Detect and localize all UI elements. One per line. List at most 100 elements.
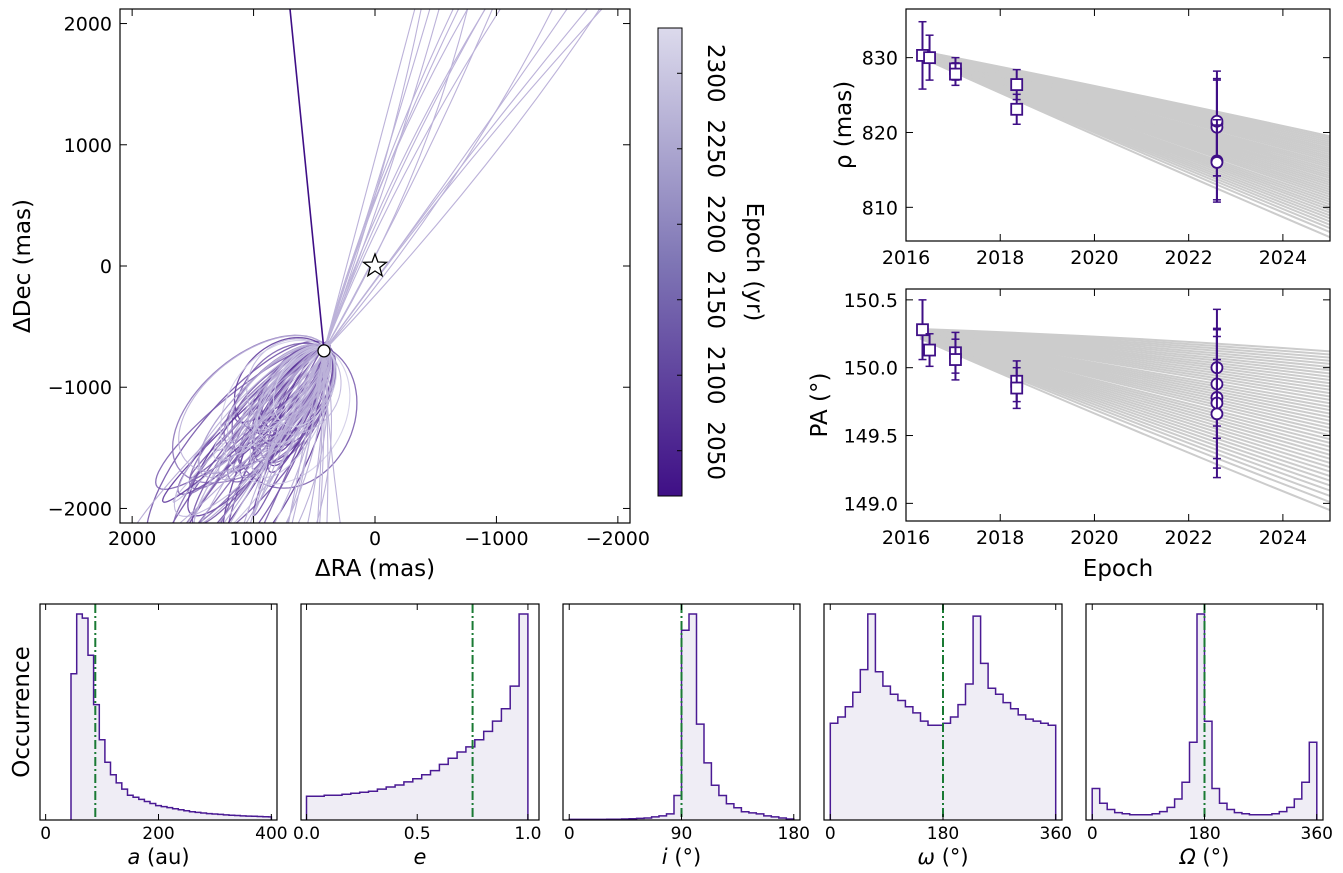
separation-square-marker [949, 67, 962, 81]
colorbar-tick-label: 2200 [702, 195, 728, 254]
orbit-track [287, 350, 325, 523]
histogram-fill [306, 614, 528, 820]
histogram-y-label: Occurrence [9, 646, 35, 778]
histogram-Omega: 0 180 360 Ω (°) [1085, 603, 1333, 869]
histogram-outline [305, 613, 529, 820]
histogram-x-tick-label: 180 [1188, 824, 1220, 844]
position-angle-x-tick-label: 2018 [976, 527, 1024, 549]
orbit-track [323, 9, 494, 352]
orbit-y-tick-label: 0 [100, 256, 112, 278]
histogram-x-tick-label: 360 [1301, 824, 1333, 844]
separation-square-marker [1010, 102, 1024, 116]
orbit-x-tick-label: 0 [369, 528, 381, 550]
position-angle-x-tick-label: 2024 [1259, 527, 1307, 549]
orbit-x-label: ΔRA (mas) [315, 556, 435, 582]
orbit-track [323, 9, 501, 352]
position-angle-model-line [919, 337, 1330, 512]
histogram-x-tick-label: 0 [825, 824, 836, 844]
histogram-x-tick-label: 90 [671, 824, 693, 844]
position-angle-axis-ticks: 2016 2018 2020 2022 2024 149.0 149.5 150.0 150.5 [844, 289, 1330, 549]
orbit-track [285, 350, 325, 523]
colorbar-tick-label: 2150 [702, 270, 728, 329]
position-angle-axes-frame [905, 288, 1331, 522]
histogram-x-label-unit: (°) [935, 845, 969, 869]
separation-x-tick-label: 2018 [976, 247, 1024, 269]
position-angle-square-marker [949, 353, 962, 366]
histogram-a: 0 200 400 a (au) [39, 603, 288, 869]
orbit-track [289, 9, 325, 351]
histogram-x-tick-label: 360 [1040, 824, 1072, 844]
position-angle-x-tick-label: 2020 [1070, 527, 1118, 549]
orbit-track [323, 9, 440, 352]
histogram-x-tick-label: 0.5 [404, 824, 431, 844]
position-angle-data [916, 299, 1330, 512]
orbit-track [323, 9, 486, 352]
colorbar-tick-label: 2050 [702, 421, 728, 480]
histogram-x-label-unit: (°) [668, 845, 702, 869]
position-angle-circle-marker [1210, 407, 1224, 421]
orbit-track [223, 350, 325, 523]
orbit-track [220, 340, 331, 523]
position-angle-x-tick-label: 2022 [1164, 527, 1212, 549]
position-angle-panel: 2016 2018 2020 2022 2024 149.0 149.5 150.0 150.5… [807, 288, 1331, 582]
separation-model-line [919, 49, 1330, 138]
orbit-axes-frame [119, 8, 631, 524]
histogram-fill [71, 614, 272, 820]
histogram-x-tick-label: 400 [255, 824, 287, 844]
histogram-x-label-symbol: ω [917, 845, 935, 869]
orbit-track [274, 350, 325, 523]
separation-y-tick-label: 830 [862, 48, 898, 70]
orbit-y-tick-label: 2000 [64, 14, 112, 36]
histogram-x-label: ω (°) [917, 845, 968, 869]
colorbar-ticks: 2050 2100 2150 2200 2250 2300 [677, 44, 728, 480]
histogram-x-label: Ω (°) [1179, 845, 1230, 869]
colorbar-gradient [657, 27, 683, 497]
histogram-x-label: e [414, 845, 427, 869]
separation-x-tick-label: 2016 [882, 247, 930, 269]
separation-y-label: ρ (mas) [831, 81, 857, 169]
histogram-i: 0 90 180 i (°) [562, 603, 810, 869]
colorbar-label: Epoch (yr) [741, 203, 767, 322]
histogram-e: 0.0 0.5 1.0 e [293, 603, 541, 869]
orbit-y-label: ΔDec (mas) [10, 199, 36, 333]
orbit-track [323, 9, 603, 352]
orbit-track [323, 9, 601, 352]
histogram-x-label-symbol: e [414, 845, 427, 869]
orbit-track [323, 9, 454, 352]
orbit-track [243, 350, 325, 523]
orbit-tracks [136, 9, 603, 523]
histogram-x-tick-label: 200 [142, 824, 174, 844]
orbit-y-tick-label: −1000 [48, 377, 112, 399]
orbit-axis-ticks: 2000 1000 0 −1000 −2000 −2000 −1000 0 1000 2000 [48, 9, 650, 550]
histogram-x-tick-label: 0.0 [293, 824, 320, 844]
colorbar-tick-label: 2300 [702, 44, 728, 103]
separation-x-tick-label: 2024 [1259, 247, 1307, 269]
colorbar-tick-label: 2100 [702, 346, 728, 405]
orbit-track [323, 350, 341, 523]
histogram-outline [70, 613, 273, 820]
separation-x-tick-label: 2022 [1164, 247, 1212, 269]
separation-y-tick-label: 810 [862, 197, 898, 219]
position-angle-x-label: Epoch [1083, 556, 1153, 582]
separation-axis-ticks: 2016 2018 2020 2022 2024 810 820 830 [862, 9, 1330, 269]
position-angle-y-tick-label: 150.5 [844, 290, 898, 312]
orbit-x-tick-label: 2000 [108, 528, 156, 550]
orbit-track [291, 350, 325, 523]
histogram-x-tick-label: 0 [40, 824, 51, 844]
histogram-outline [568, 613, 795, 821]
host-star-marker [361, 252, 389, 278]
orbit-track [297, 350, 328, 523]
orbit-track [323, 9, 431, 352]
histogram-x-label: i (°) [662, 845, 701, 869]
histogram-axes-frame [300, 603, 540, 821]
histogram-fill [830, 614, 1056, 820]
orbit-y-tick-label: −2000 [48, 498, 112, 520]
orbit-x-tick-label: −1000 [464, 528, 528, 550]
orbit-track [323, 9, 554, 352]
orbit-x-tick-label: −2000 [586, 528, 650, 550]
orbit-y-tick-label: 1000 [64, 135, 112, 157]
histogram-omega: 0 180 360 ω (°) [823, 603, 1072, 869]
posterior-histograms: 0 200 400 a (au) 0.0 0.5 1.0 e 0 90 180 i (°) 0 180 36… [39, 603, 1333, 869]
orbit-x-tick-label: 1000 [229, 528, 277, 550]
